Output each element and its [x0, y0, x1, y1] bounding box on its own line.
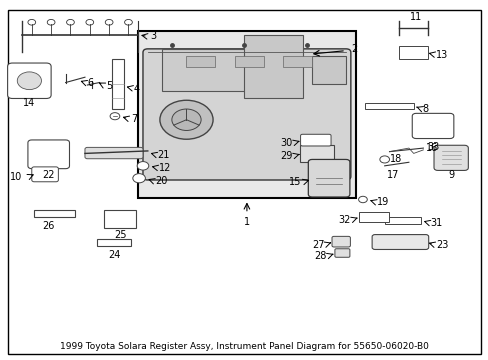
Text: 30: 30 — [280, 138, 292, 148]
Bar — [138, 31, 355, 198]
FancyBboxPatch shape — [142, 49, 350, 180]
Circle shape — [358, 196, 366, 203]
Circle shape — [86, 19, 94, 25]
Text: 7: 7 — [131, 114, 137, 125]
Bar — [311, 56, 346, 84]
Bar — [34, 210, 75, 217]
Text: 32: 32 — [338, 215, 350, 225]
Text: 31: 31 — [430, 218, 442, 228]
FancyBboxPatch shape — [32, 167, 58, 182]
Circle shape — [110, 113, 120, 120]
FancyBboxPatch shape — [411, 113, 453, 139]
Bar — [234, 56, 264, 67]
Circle shape — [133, 174, 145, 183]
Circle shape — [17, 72, 41, 90]
Bar — [97, 239, 131, 246]
Text: 17: 17 — [386, 170, 399, 180]
FancyBboxPatch shape — [334, 249, 349, 257]
Circle shape — [124, 19, 132, 25]
Text: 21: 21 — [157, 150, 169, 160]
FancyBboxPatch shape — [104, 210, 136, 228]
Text: 24: 24 — [107, 250, 120, 260]
Text: 11: 11 — [409, 12, 421, 22]
FancyBboxPatch shape — [85, 147, 142, 159]
Text: 29: 29 — [280, 151, 292, 161]
Text: 3: 3 — [150, 31, 156, 41]
Circle shape — [66, 19, 74, 25]
Text: 16: 16 — [425, 143, 437, 153]
Circle shape — [160, 100, 213, 139]
Bar — [111, 59, 123, 109]
Text: 25: 25 — [114, 230, 126, 240]
Text: 5: 5 — [105, 81, 112, 91]
Bar — [283, 56, 311, 67]
Text: 13: 13 — [435, 50, 447, 60]
Text: 20: 20 — [155, 176, 167, 186]
Text: 10: 10 — [10, 172, 22, 182]
Text: 2: 2 — [350, 44, 356, 54]
FancyBboxPatch shape — [371, 235, 428, 249]
Circle shape — [379, 156, 389, 163]
Text: 14: 14 — [23, 99, 36, 108]
Circle shape — [137, 162, 148, 170]
Bar — [186, 56, 215, 67]
Text: 9: 9 — [447, 170, 453, 180]
Circle shape — [105, 19, 113, 25]
Text: 27: 27 — [311, 239, 324, 249]
Circle shape — [171, 109, 201, 130]
FancyBboxPatch shape — [433, 145, 468, 170]
Bar — [365, 103, 413, 109]
FancyBboxPatch shape — [398, 46, 427, 59]
FancyBboxPatch shape — [300, 145, 333, 162]
Text: 8: 8 — [421, 104, 427, 114]
Text: 15: 15 — [288, 177, 301, 187]
FancyBboxPatch shape — [331, 237, 350, 247]
Text: 1: 1 — [244, 217, 249, 227]
FancyBboxPatch shape — [8, 63, 51, 99]
FancyBboxPatch shape — [308, 159, 349, 197]
Text: 1999 Toyota Solara Register Assy, Instrument Panel Diagram for 55650-06020-B0: 1999 Toyota Solara Register Assy, Instru… — [60, 342, 428, 351]
Bar — [384, 216, 420, 224]
Text: 6: 6 — [87, 78, 93, 88]
Circle shape — [28, 19, 36, 25]
FancyBboxPatch shape — [358, 212, 388, 222]
Text: 23: 23 — [435, 240, 448, 250]
FancyBboxPatch shape — [300, 134, 330, 146]
Text: 33: 33 — [426, 142, 438, 152]
Text: 26: 26 — [42, 221, 55, 231]
Text: 18: 18 — [389, 154, 401, 165]
Circle shape — [47, 19, 55, 25]
Text: 22: 22 — [42, 170, 55, 180]
Bar — [162, 49, 249, 91]
Text: 19: 19 — [376, 197, 388, 207]
Text: 28: 28 — [314, 251, 326, 261]
FancyBboxPatch shape — [28, 140, 69, 168]
Bar — [244, 35, 302, 99]
Text: 12: 12 — [159, 163, 171, 173]
Text: 4: 4 — [133, 84, 139, 94]
